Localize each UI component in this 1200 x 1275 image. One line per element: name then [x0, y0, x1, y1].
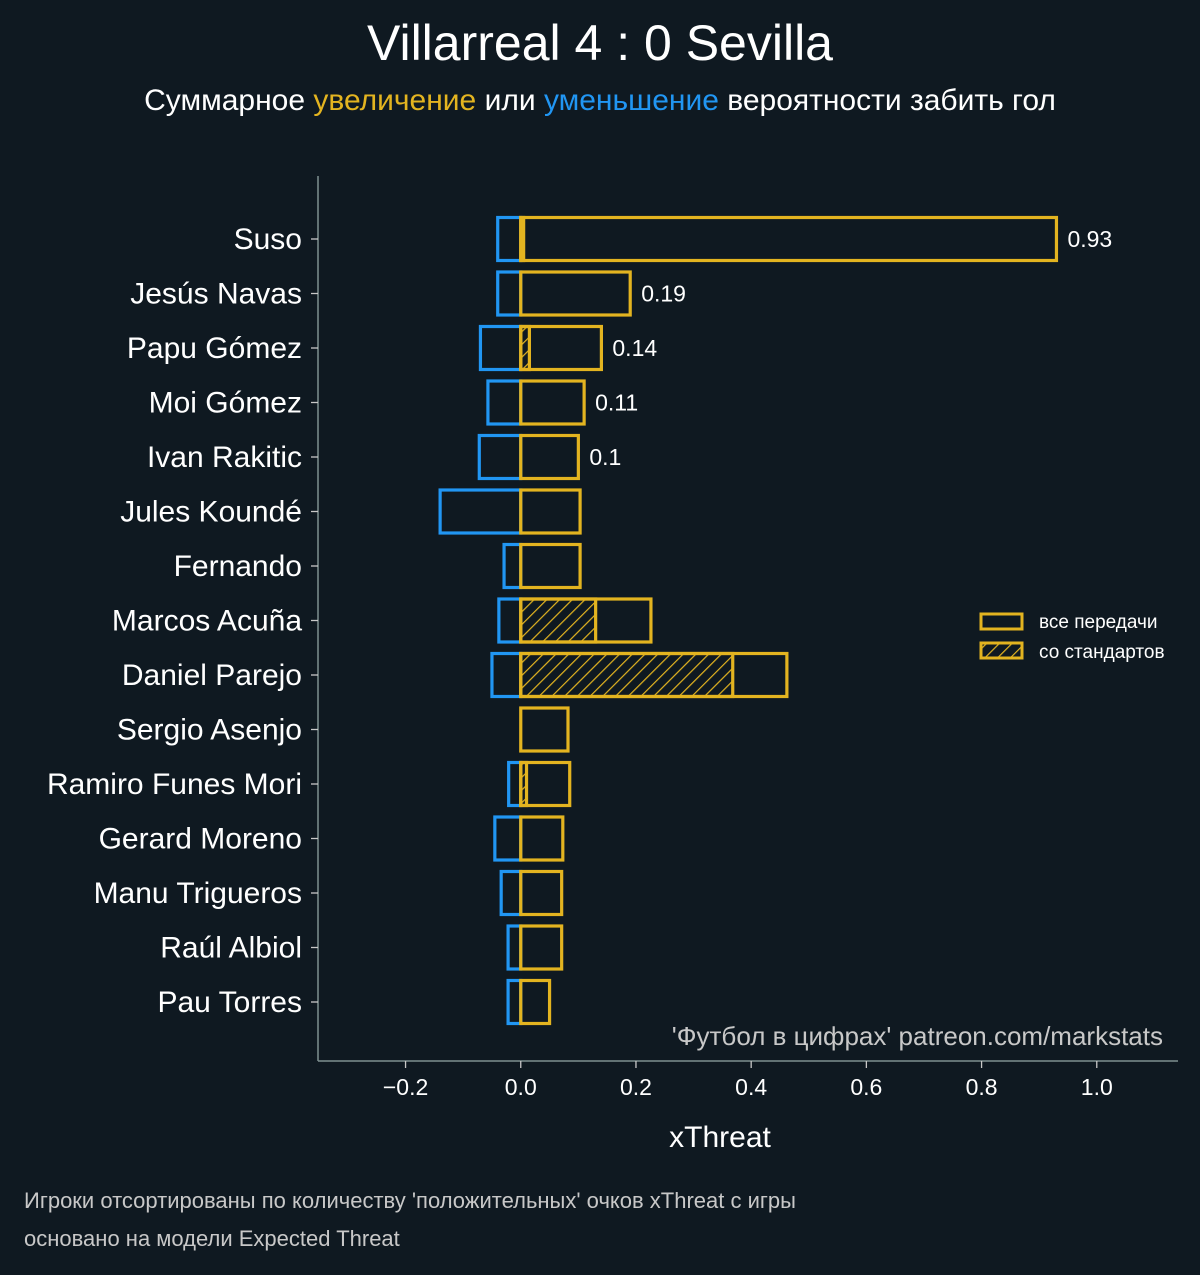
y-tick-label: Jesús Navas [130, 278, 302, 311]
x-tick-label: 0.8 [966, 1074, 998, 1100]
data-label: 0.19 [641, 281, 686, 307]
bar-negative [477, 433, 523, 481]
x-tick-label: 1.0 [1081, 1074, 1113, 1100]
x-tick-label: 0.2 [620, 1074, 652, 1100]
y-tick-labels: Suso Jesús Navas Papu Gómez Moi Gómez Ivan R… [47, 223, 318, 1019]
bar-all-passes [519, 978, 552, 1026]
y-tick-label: Suso [234, 223, 302, 256]
y-tick-label: Raúl Albiol [160, 932, 302, 965]
y-tick-label: Gerard Moreno [99, 823, 302, 856]
bar-negative [478, 324, 523, 372]
bar-all-passes [519, 542, 582, 590]
bar-negative [507, 760, 523, 808]
x-tick-label: 0.4 [735, 1074, 767, 1100]
subtitle-prefix: Суммарное [144, 84, 314, 117]
bar-all-passes [519, 815, 565, 862]
bar-negative [486, 379, 523, 426]
chart-subtitle: Суммарное увеличение или уменьшение веро… [0, 84, 1200, 118]
bar-negative [499, 869, 523, 917]
y-tick-label: Fernando [174, 550, 302, 583]
bar-negative [490, 651, 523, 699]
data-label: 0.93 [1067, 226, 1112, 252]
legend-label-set-pieces: со стандартов [1039, 642, 1165, 663]
subtitle-increase-word: увеличение [313, 84, 477, 117]
subtitle-suffix: вероятности забить гол [718, 84, 1056, 117]
bar-negative [506, 978, 523, 1026]
legend-label-all-passes: все передачи [1039, 612, 1158, 633]
bar-negative [506, 924, 523, 971]
x-tick-label: −0.2 [383, 1074, 428, 1100]
y-tick-label: Sergio Asenjo [117, 714, 302, 747]
bar-all-passes [519, 488, 582, 535]
bar-all-passes [519, 651, 789, 699]
bar-all-passes [519, 379, 586, 426]
y-tick-label: Jules Koundé [120, 496, 302, 529]
data-label: 0.14 [612, 335, 657, 361]
subtitle-middle: или [476, 84, 544, 117]
data-label: 0.11 [595, 390, 638, 416]
y-tick-label: Papu Gómez [127, 332, 302, 365]
bar-all-passes [519, 869, 564, 917]
legend-swatch-all-passes [979, 612, 1024, 631]
bar-negative [496, 270, 523, 317]
bar-all-passes [519, 433, 580, 481]
data-label: 0.1 [589, 444, 621, 470]
bars [438, 215, 1059, 1026]
y-tick-label: Ivan Rakitic [147, 441, 302, 474]
bar-all-passes [519, 597, 653, 644]
bar-all-passes [519, 215, 1059, 263]
bar-negative [493, 815, 523, 862]
bar-set-pieces [519, 597, 598, 644]
y-tick-label: Pau Torres [157, 986, 302, 1019]
y-tick-label: Marcos Acuña [112, 605, 302, 638]
axes [317, 176, 1178, 1062]
x-axis-label: xThreat [669, 1121, 771, 1154]
bar-all-passes [519, 270, 632, 317]
bar-all-passes [519, 324, 604, 372]
data-labels: 0.93 0.19 0.14 0.11 0.1 [589, 226, 1112, 470]
bar-all-passes [519, 924, 564, 971]
legend: все передачи со стандартов [979, 612, 1165, 663]
footnote-model: основано на модели Expected Threat [24, 1226, 400, 1251]
y-tick-label: Ramiro Funes Mori [47, 768, 302, 801]
bar-negative [496, 215, 523, 263]
bar-set-pieces [519, 651, 735, 699]
subtitle-decrease-word: уменьшение [543, 84, 719, 117]
watermark: 'Футбол в цифрах' patreon.com/markstats [672, 1021, 1163, 1051]
x-ticks: −0.2 0.0 0.2 0.4 0.6 0.8 1.0 [383, 1061, 1113, 1100]
bar-negative [497, 597, 523, 644]
bar-negative [502, 542, 523, 590]
bar-all-passes [519, 706, 570, 753]
bar-negative [438, 488, 523, 535]
y-tick-label: Manu Trigueros [94, 877, 302, 910]
footnote-sorting: Игроки отсортированы по количеству 'поло… [24, 1188, 796, 1213]
chart-title: Villarreal 4 : 0 Sevilla [367, 15, 833, 71]
y-tick-label: Daniel Parejo [122, 659, 302, 692]
y-tick-label: Moi Gómez [149, 387, 302, 420]
bar-all-passes [519, 760, 572, 808]
legend-swatch-set-pieces [979, 641, 1024, 660]
x-tick-label: 0.6 [850, 1074, 882, 1100]
x-tick-label: 0.0 [505, 1074, 537, 1100]
